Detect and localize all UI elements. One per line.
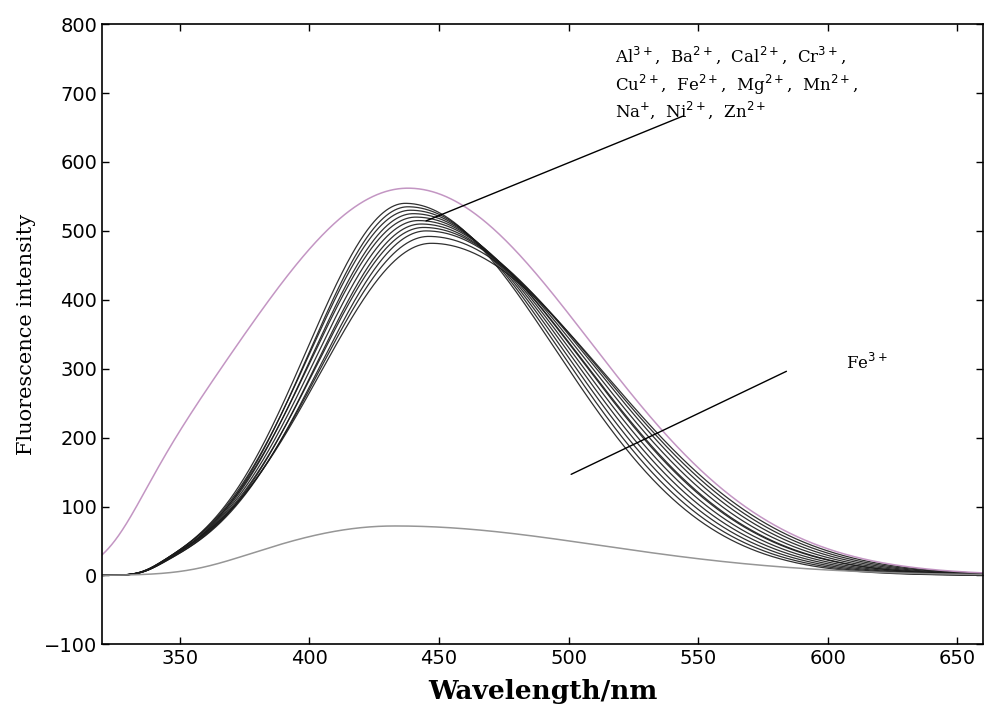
X-axis label: Wavelength/nm: Wavelength/nm bbox=[428, 679, 657, 704]
Text: Al$^{3+}$,  Ba$^{2+}$,  Cal$^{2+}$,  Cr$^{3+}$,: Al$^{3+}$, Ba$^{2+}$, Cal$^{2+}$, Cr$^{3… bbox=[615, 45, 846, 66]
Text: Cu$^{2+}$,  Fe$^{2+}$,  Mg$^{2+}$,  Mn$^{2+}$,: Cu$^{2+}$, Fe$^{2+}$, Mg$^{2+}$, Mn$^{2+… bbox=[615, 72, 858, 97]
Text: Fe$^{3+}$: Fe$^{3+}$ bbox=[846, 353, 888, 373]
Y-axis label: Fluorescence intensity: Fluorescence intensity bbox=[17, 213, 36, 455]
Text: Na$^{+}$,  Ni$^{2+}$,  Zn$^{2+}$: Na$^{+}$, Ni$^{2+}$, Zn$^{2+}$ bbox=[615, 100, 767, 121]
